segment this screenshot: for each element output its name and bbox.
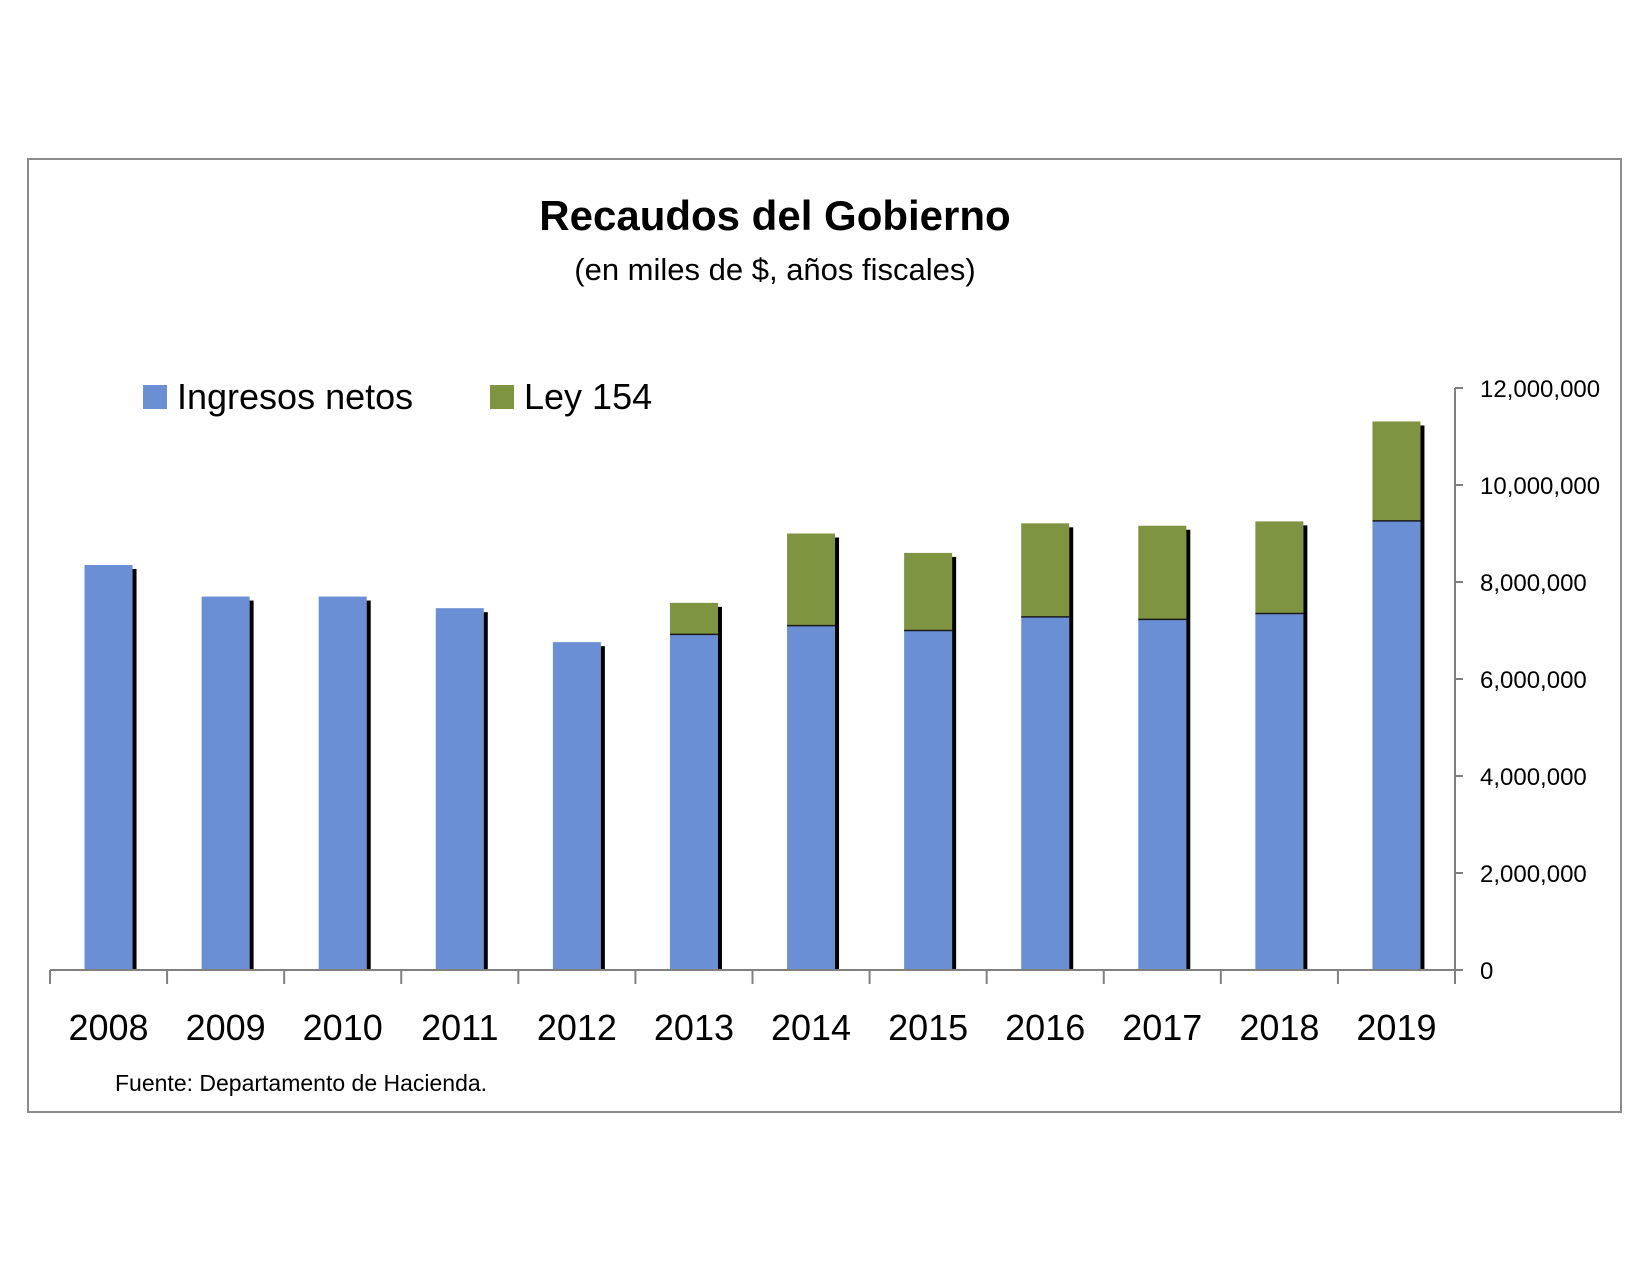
bar-ingresos-netos-2009 bbox=[201, 596, 250, 970]
x-tick-label-2014: 2014 bbox=[771, 1007, 851, 1048]
x-tick-label-2009: 2009 bbox=[186, 1007, 266, 1048]
bar-shadow-2018 bbox=[1303, 525, 1308, 970]
bar-ingresos-netos-2018 bbox=[1255, 613, 1304, 970]
legend-item-ley-154: Ley 154 bbox=[490, 376, 652, 418]
bar-ley-154-2017 bbox=[1138, 525, 1187, 620]
bar-shadow-2016 bbox=[1069, 527, 1074, 970]
bar-shadow-2019 bbox=[1420, 425, 1425, 971]
x-tick-label-2010: 2010 bbox=[303, 1007, 383, 1048]
legend-label-ingresos-netos: Ingresos netos bbox=[177, 376, 414, 417]
bar-shadow-2014 bbox=[835, 537, 840, 970]
x-tick-label-2017: 2017 bbox=[1122, 1007, 1202, 1048]
bar-shadow-2011 bbox=[483, 612, 488, 970]
source-note: Fuente: Departamento de Hacienda. bbox=[115, 1070, 488, 1096]
bar-ingresos-netos-2015 bbox=[904, 630, 953, 970]
bar-ingresos-netos-2019 bbox=[1372, 520, 1421, 970]
bar-ley-154-2019 bbox=[1372, 421, 1421, 521]
bar-ingresos-netos-2013 bbox=[669, 634, 718, 970]
y-tick-label-4000000: 4,000,000 bbox=[1480, 764, 1587, 791]
bar-shadow-2012 bbox=[600, 646, 605, 970]
bar-ley-154-2013 bbox=[669, 602, 718, 635]
legend-swatch-ley-154 bbox=[490, 385, 514, 409]
y-tick-label-12000000: 12,000,000 bbox=[1480, 376, 1600, 403]
y-tick-label-2000000: 2,000,000 bbox=[1480, 861, 1587, 888]
bar-ley-154-2016 bbox=[1021, 523, 1070, 617]
x-tick-label-2011: 2011 bbox=[421, 1007, 498, 1048]
bar-ingresos-netos-2008 bbox=[84, 565, 133, 970]
y-tick-label-8000000: 8,000,000 bbox=[1480, 570, 1587, 597]
chart-subtitle: (en miles de $, años fiscales) bbox=[574, 252, 976, 287]
x-tick-label-2013: 2013 bbox=[654, 1007, 734, 1048]
legend-swatch-ingresos-netos bbox=[143, 385, 167, 409]
x-tick-label-2012: 2012 bbox=[537, 1007, 617, 1048]
bar-shadow-2015 bbox=[952, 556, 957, 970]
bar-shadow-2013 bbox=[717, 606, 722, 970]
bar-ley-154-2018 bbox=[1255, 521, 1304, 614]
x-tick-label-2019: 2019 bbox=[1356, 1007, 1436, 1048]
y-tick-label-0: 0 bbox=[1480, 958, 1493, 985]
bar-ley-154-2015 bbox=[904, 552, 953, 631]
x-tick-label-2015: 2015 bbox=[888, 1007, 968, 1048]
bar-ley-154-2014 bbox=[787, 533, 836, 626]
bar-shadow-2009 bbox=[249, 600, 254, 970]
bar-shadow-2017 bbox=[1186, 529, 1191, 970]
bar-ingresos-netos-2010 bbox=[318, 596, 367, 970]
x-tick-label-2008: 2008 bbox=[68, 1007, 148, 1048]
x-tick-label-2016: 2016 bbox=[1005, 1007, 1085, 1048]
legend-label-ley-154: Ley 154 bbox=[524, 376, 653, 417]
legend-item-ingresos-netos: Ingresos netos bbox=[143, 376, 413, 418]
chart-title: Recaudos del Gobierno bbox=[539, 192, 1011, 239]
bar-ingresos-netos-2017 bbox=[1138, 619, 1187, 970]
bar-ingresos-netos-2014 bbox=[787, 625, 836, 970]
bar-shadow-2010 bbox=[366, 600, 371, 970]
bar-ingresos-netos-2016 bbox=[1021, 616, 1070, 970]
bar-ingresos-netos-2012 bbox=[552, 642, 601, 970]
bar-shadow-2008 bbox=[132, 569, 137, 970]
y-tick-label-6000000: 6,000,000 bbox=[1480, 667, 1587, 694]
bar-ingresos-netos-2011 bbox=[435, 608, 484, 970]
y-tick-label-10000000: 10,000,000 bbox=[1480, 473, 1600, 500]
x-tick-label-2018: 2018 bbox=[1239, 1007, 1319, 1048]
